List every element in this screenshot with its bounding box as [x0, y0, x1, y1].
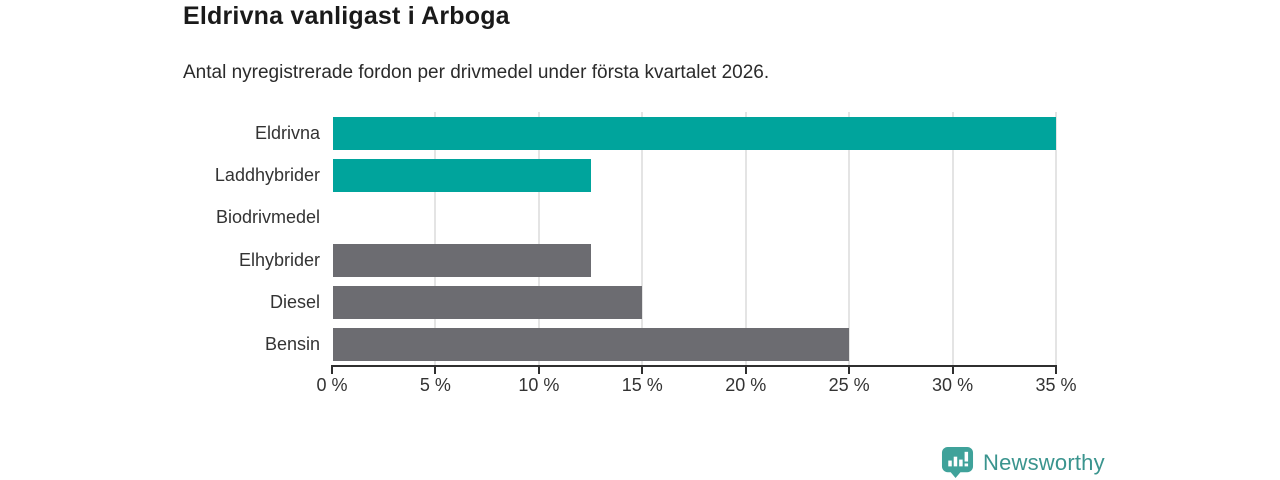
x-tick-label: 10 %	[518, 375, 560, 395]
category-label: Biodrivmedel	[215, 207, 320, 228]
bar-eldrivna	[333, 116, 1056, 150]
brand-footer: Newsworthy	[941, 446, 1105, 479]
gridline	[537, 112, 540, 365]
gridline	[1055, 112, 1057, 365]
x-axis-tick	[848, 367, 851, 374]
x-axis-tick	[537, 367, 540, 374]
category-label: Laddhybrider	[214, 165, 320, 185]
x-axis-line	[331, 365, 1057, 367]
x-axis-tick	[434, 367, 437, 374]
gridline	[848, 112, 851, 365]
category-label: Eldrivna	[254, 122, 320, 143]
x-tick-label: 5 %	[419, 375, 451, 395]
x-tick-label: 35 %	[1035, 375, 1077, 395]
bar-elhybrider	[333, 243, 591, 277]
newsworthy-logo-icon	[941, 446, 974, 479]
x-tick-label: 0 %	[316, 375, 348, 395]
gridline	[641, 112, 644, 365]
brand-name: Newsworthy	[983, 449, 1105, 475]
x-axis-tick	[641, 367, 644, 374]
x-tick-label: 30 %	[932, 375, 974, 395]
x-axis-tick	[331, 367, 333, 374]
x-axis-tick	[951, 367, 954, 374]
x-tick-label: 25 %	[828, 375, 870, 395]
bar-bensin	[333, 328, 850, 362]
x-tick-label: 20 %	[725, 375, 767, 395]
category-label: Bensin	[264, 334, 320, 355]
gridline	[434, 112, 437, 365]
chart-subtitle: Antal nyregistrerade fordon per drivmede…	[183, 62, 770, 83]
category-label: Elhybrider	[238, 249, 320, 270]
x-axis-tick	[744, 367, 747, 374]
x-axis-tick	[1055, 367, 1057, 374]
chart-title: Eldrivna vanligast i Arboga	[183, 2, 510, 30]
x-tick-label: 15 %	[621, 375, 663, 395]
bar-diesel	[333, 286, 643, 319]
bar-laddhybrider	[333, 159, 591, 192]
category-label: Diesel	[269, 292, 320, 312]
gridline	[744, 112, 747, 365]
gridline	[951, 112, 954, 365]
